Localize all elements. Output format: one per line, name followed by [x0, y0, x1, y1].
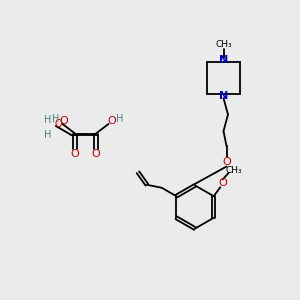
Text: O: O — [55, 118, 63, 129]
Text: O: O — [59, 116, 68, 127]
Text: O: O — [223, 157, 232, 167]
Text: O: O — [92, 148, 100, 159]
Text: O: O — [70, 148, 80, 159]
Text: H: H — [52, 114, 59, 124]
Text: CH₃: CH₃ — [215, 40, 232, 49]
Text: H: H — [44, 130, 51, 140]
Text: H: H — [116, 114, 124, 124]
Text: N: N — [219, 91, 228, 101]
Text: H: H — [44, 115, 51, 125]
Text: O: O — [218, 178, 227, 188]
Text: CH₃: CH₃ — [226, 166, 242, 175]
Text: N: N — [219, 55, 228, 65]
Text: O: O — [108, 116, 117, 127]
